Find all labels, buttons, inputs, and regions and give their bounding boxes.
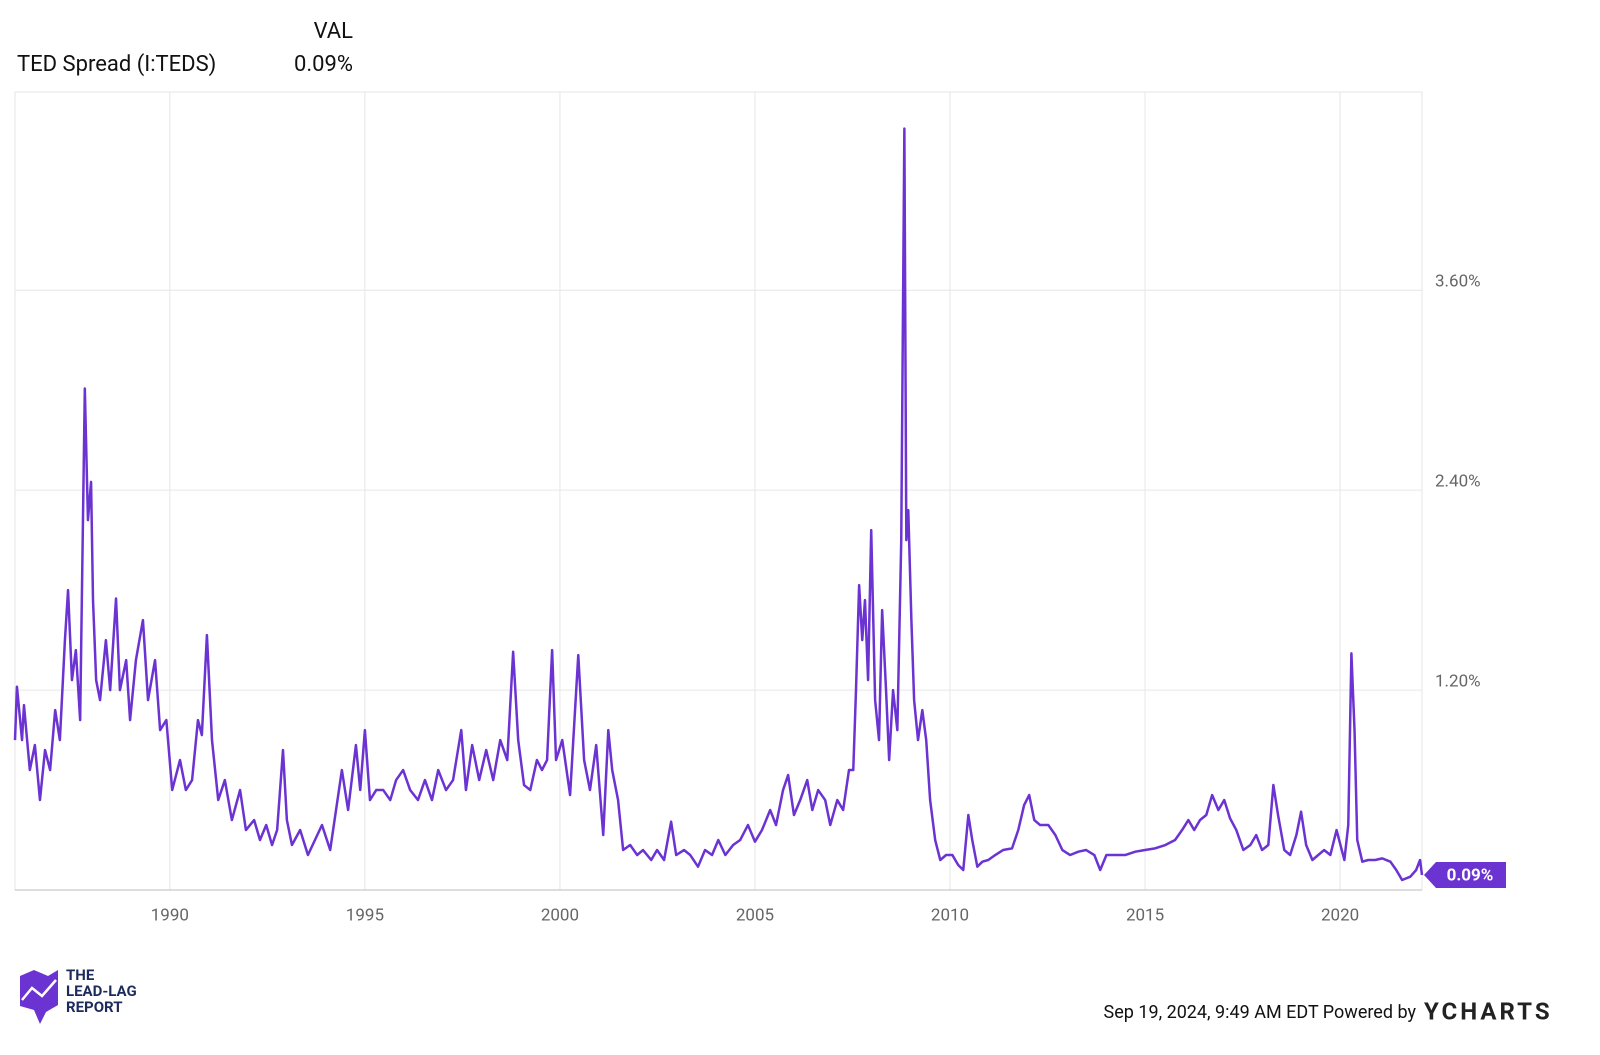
brand-logo: THE LEAD-LAG REPORT — [20, 966, 137, 1024]
logo-text: THE — [66, 966, 95, 984]
x-tick-label: 2015 — [1126, 905, 1164, 925]
x-tick-label: 2000 — [541, 905, 579, 925]
x-tick-label: 1995 — [346, 905, 384, 925]
y-tick-label: 3.60% — [1435, 272, 1481, 292]
legend-series-value: 0.09% — [294, 52, 353, 77]
logo-icon — [20, 970, 58, 1024]
plot-frame — [14, 91, 1423, 891]
badge-shape — [1424, 862, 1506, 889]
badge-label: 0.09% — [1447, 865, 1494, 885]
logo-text: LEAD-LAG — [66, 982, 137, 1000]
logo-text: REPORT — [66, 998, 123, 1016]
y-tick-label: 2.40% — [1435, 472, 1481, 492]
x-tick-label: 1990 — [151, 905, 189, 925]
provider-logo: YCHARTS — [1424, 997, 1553, 1025]
x-tick-label: 2020 — [1321, 905, 1359, 925]
x-tick-label: 2005 — [736, 905, 774, 925]
last-value-badge: 0.09% — [1424, 862, 1506, 889]
timestamp: Sep 19, 2024, 9:49 AM EDT Powered by — [1104, 1002, 1417, 1023]
x-tick-label: 2010 — [931, 905, 969, 925]
grid-layer — [15, 92, 1422, 890]
logo-icon-line — [21, 979, 57, 1001]
value-column-header: VAL — [314, 19, 354, 44]
legend-series-name: TED Spread (I:TEDS) — [17, 52, 216, 77]
series-line — [13, 127, 1424, 882]
y-tick-label: 1.20% — [1435, 672, 1481, 692]
